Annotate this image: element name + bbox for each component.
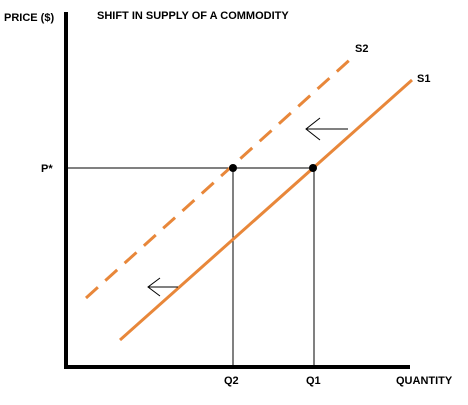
q1-label: Q1 — [306, 375, 321, 387]
x-axis-label: QUANTITY — [396, 375, 453, 387]
supply-curve-s1 — [119, 78, 413, 342]
left-arrow-icon — [305, 117, 348, 141]
price-label: P* — [41, 163, 53, 175]
y-axis-label: PRICE ($) — [4, 12, 54, 24]
diagram-title: SHIFT IN SUPPLY OF A COMMODITY — [97, 10, 289, 22]
supply-curve-s2 — [84, 54, 356, 300]
q2-label: Q2 — [224, 375, 239, 387]
left-arrow-icon — [147, 277, 178, 297]
equilibrium-point-q1 — [309, 164, 317, 172]
equilibrium-point-q2 — [229, 164, 237, 172]
s2-label: S2 — [355, 43, 368, 55]
s1-label: S1 — [417, 73, 430, 85]
